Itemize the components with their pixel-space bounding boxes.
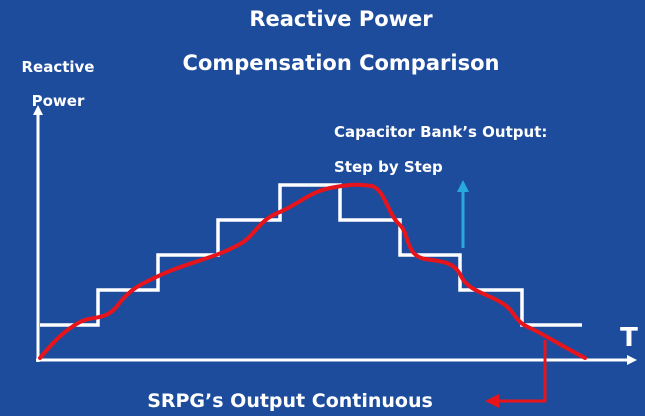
- capacitor-label-2: Step by Step: [334, 158, 443, 176]
- y-axis-label-1: Reactive: [21, 58, 94, 76]
- title-line-1: Reactive Power: [249, 7, 433, 31]
- srpg-label: SRPG’s Output Continuous: [147, 390, 433, 412]
- title-line-2: Compensation Comparison: [183, 51, 500, 75]
- capacitor-label-1: Capacitor Bank’s Output:: [334, 123, 547, 141]
- step-output: [40, 183, 582, 327]
- srpg-output: [38, 182, 587, 360]
- x-axis-label: T: [620, 323, 638, 353]
- y-axis-label-2: Power: [32, 92, 85, 110]
- srpg-arrow: [485, 340, 547, 408]
